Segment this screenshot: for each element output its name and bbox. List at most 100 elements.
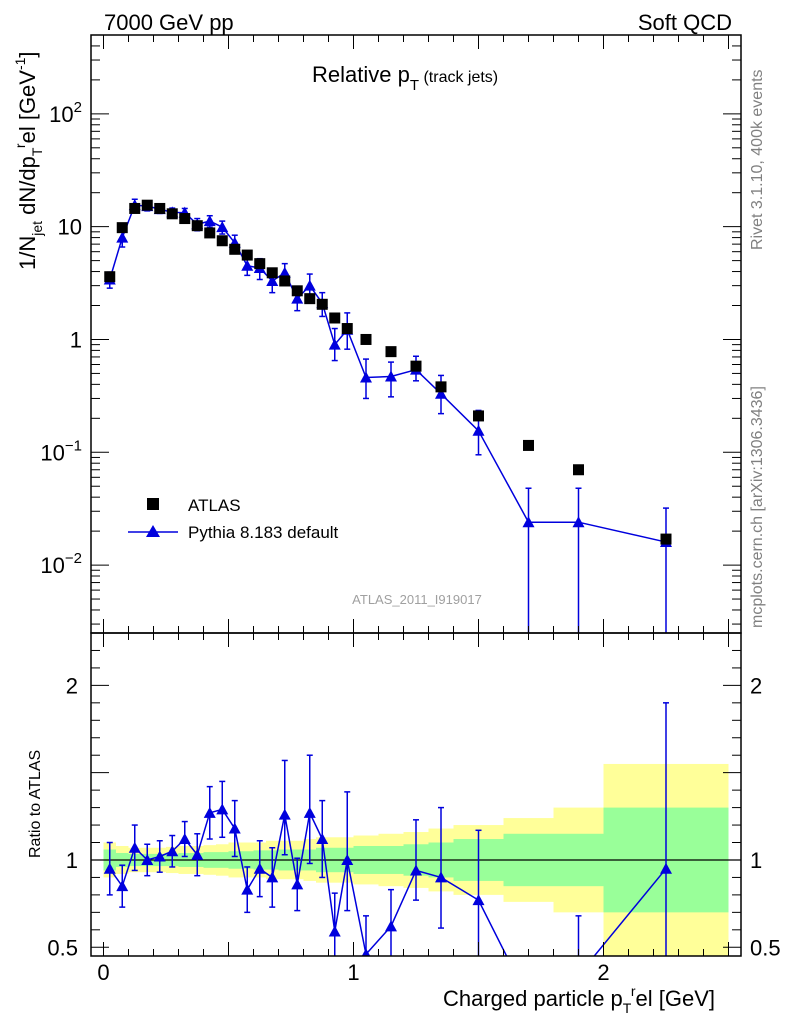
atlas-point xyxy=(254,258,266,270)
pythia-point xyxy=(328,338,341,350)
ratio-point xyxy=(573,969,585,980)
atlas-point xyxy=(385,346,397,358)
ratio-point xyxy=(472,894,485,906)
ratio-point xyxy=(435,871,447,883)
ratio-point xyxy=(341,853,354,865)
atlas-point xyxy=(166,208,178,220)
ratio-line xyxy=(109,808,667,956)
ratio-point xyxy=(328,925,341,937)
ratio-point xyxy=(266,871,279,883)
atlas-point xyxy=(523,439,534,451)
atlas-point xyxy=(229,243,241,255)
energy-label: 7000 GeV pp xyxy=(104,10,234,35)
ratio-x-tick-label: 1 xyxy=(347,960,359,985)
ratio-point xyxy=(153,850,166,862)
ratio-point xyxy=(128,841,141,853)
atlas-point xyxy=(241,249,253,261)
pythia-point xyxy=(116,231,129,243)
ratio-y-tick-label-right: 2 xyxy=(750,673,762,698)
atlas-point xyxy=(304,293,316,305)
ratio-point xyxy=(191,848,204,860)
atlas-point xyxy=(341,323,353,335)
ratio-plot-frame xyxy=(90,632,742,957)
atlas-point xyxy=(116,222,128,234)
pythia-point xyxy=(360,371,372,383)
atlas-point xyxy=(191,220,203,232)
ratio-point xyxy=(228,822,241,834)
pythia-point xyxy=(291,292,304,304)
pythia-point xyxy=(303,279,316,291)
pythia-point xyxy=(241,259,254,271)
source-label: mcplots.cern.ch [arXiv:1306.3436] xyxy=(749,386,766,628)
atlas-point xyxy=(329,312,341,324)
atlas-point xyxy=(660,533,672,545)
legend: ATLAS Pythia 8.183 default xyxy=(128,496,339,542)
atlas-point xyxy=(473,410,484,422)
ratio-point xyxy=(178,833,191,845)
ratio-point xyxy=(361,948,371,956)
ratio-point xyxy=(660,862,672,874)
main-data-layer xyxy=(103,198,672,633)
x-axis-label: Charged particle pTrel [GeV] xyxy=(443,983,715,1016)
ratio-point xyxy=(116,880,129,892)
pythia-point xyxy=(216,221,229,233)
atlas-point xyxy=(154,202,166,214)
main-axes: 10−2 10−1 1 10 102 xyxy=(40,34,741,633)
ratio-point xyxy=(103,862,116,874)
reference-label: ATLAS_2011_I919017 xyxy=(352,592,482,607)
ratio-point xyxy=(385,920,397,932)
pythia-point xyxy=(203,215,216,227)
atlas-point xyxy=(360,333,372,345)
ratio-point xyxy=(216,803,229,815)
pythia-point xyxy=(278,266,291,278)
category-label: Soft QCD xyxy=(638,10,732,35)
atlas-point xyxy=(316,298,328,310)
atlas-point xyxy=(435,381,447,393)
main-title: Relative pT (track jets) xyxy=(312,62,498,94)
ratio-point xyxy=(253,862,266,874)
main-y-tick-label: 10−1 xyxy=(40,437,82,465)
ratio-y-tick-label-right: 0.5 xyxy=(750,935,781,960)
ratio-point xyxy=(303,806,316,818)
atlas-point xyxy=(266,267,278,279)
ratio-point xyxy=(291,878,304,890)
main-plot-frame xyxy=(90,34,742,634)
ratio-y-tick-label: 2 xyxy=(66,673,78,698)
pythia-line xyxy=(109,204,667,543)
pythia-point xyxy=(435,387,447,399)
atlas-point xyxy=(104,271,116,283)
ratio-y-tick-label: 1 xyxy=(66,848,78,873)
legend-label-pythia: Pythia 8.183 default xyxy=(188,523,339,542)
rivet-label: Rivet 3.1.10, 400k events xyxy=(749,69,766,250)
pythia-point xyxy=(572,516,585,528)
ratio-point xyxy=(278,808,291,820)
atlas-point xyxy=(291,285,303,297)
atlas-point xyxy=(573,464,584,476)
atlas-point xyxy=(204,227,216,239)
ratio-y-tick-label: 0.5 xyxy=(47,935,78,960)
main-y-tick-label: 10−2 xyxy=(40,550,82,578)
pythia-point xyxy=(385,370,397,382)
main-y-tick-label: 10 xyxy=(58,215,82,240)
ratio-point xyxy=(410,864,422,876)
main-ylabel: 1/Njet dN/dpTrel [GeV-1] xyxy=(12,51,45,270)
ratio-data-layer xyxy=(103,702,672,980)
pythia-point xyxy=(266,274,279,286)
ratio-point xyxy=(241,883,254,895)
ratio-point xyxy=(141,853,154,865)
legend-marker-atlas xyxy=(147,498,159,510)
ratio-point xyxy=(166,845,179,857)
pythia-point xyxy=(522,516,535,528)
ratio-y-tick-label-right: 1 xyxy=(750,848,762,873)
ratio-point xyxy=(316,833,329,845)
legend-label-atlas: ATLAS xyxy=(188,496,241,515)
atlas-point xyxy=(141,199,153,211)
ratio-point xyxy=(203,806,216,818)
ratio-x-tick-label: 0 xyxy=(97,960,109,985)
ratio-x-tick-label: 2 xyxy=(597,960,609,985)
main-y-tick-label: 102 xyxy=(49,99,82,127)
atlas-point xyxy=(216,235,228,247)
atlas-point xyxy=(410,360,422,372)
